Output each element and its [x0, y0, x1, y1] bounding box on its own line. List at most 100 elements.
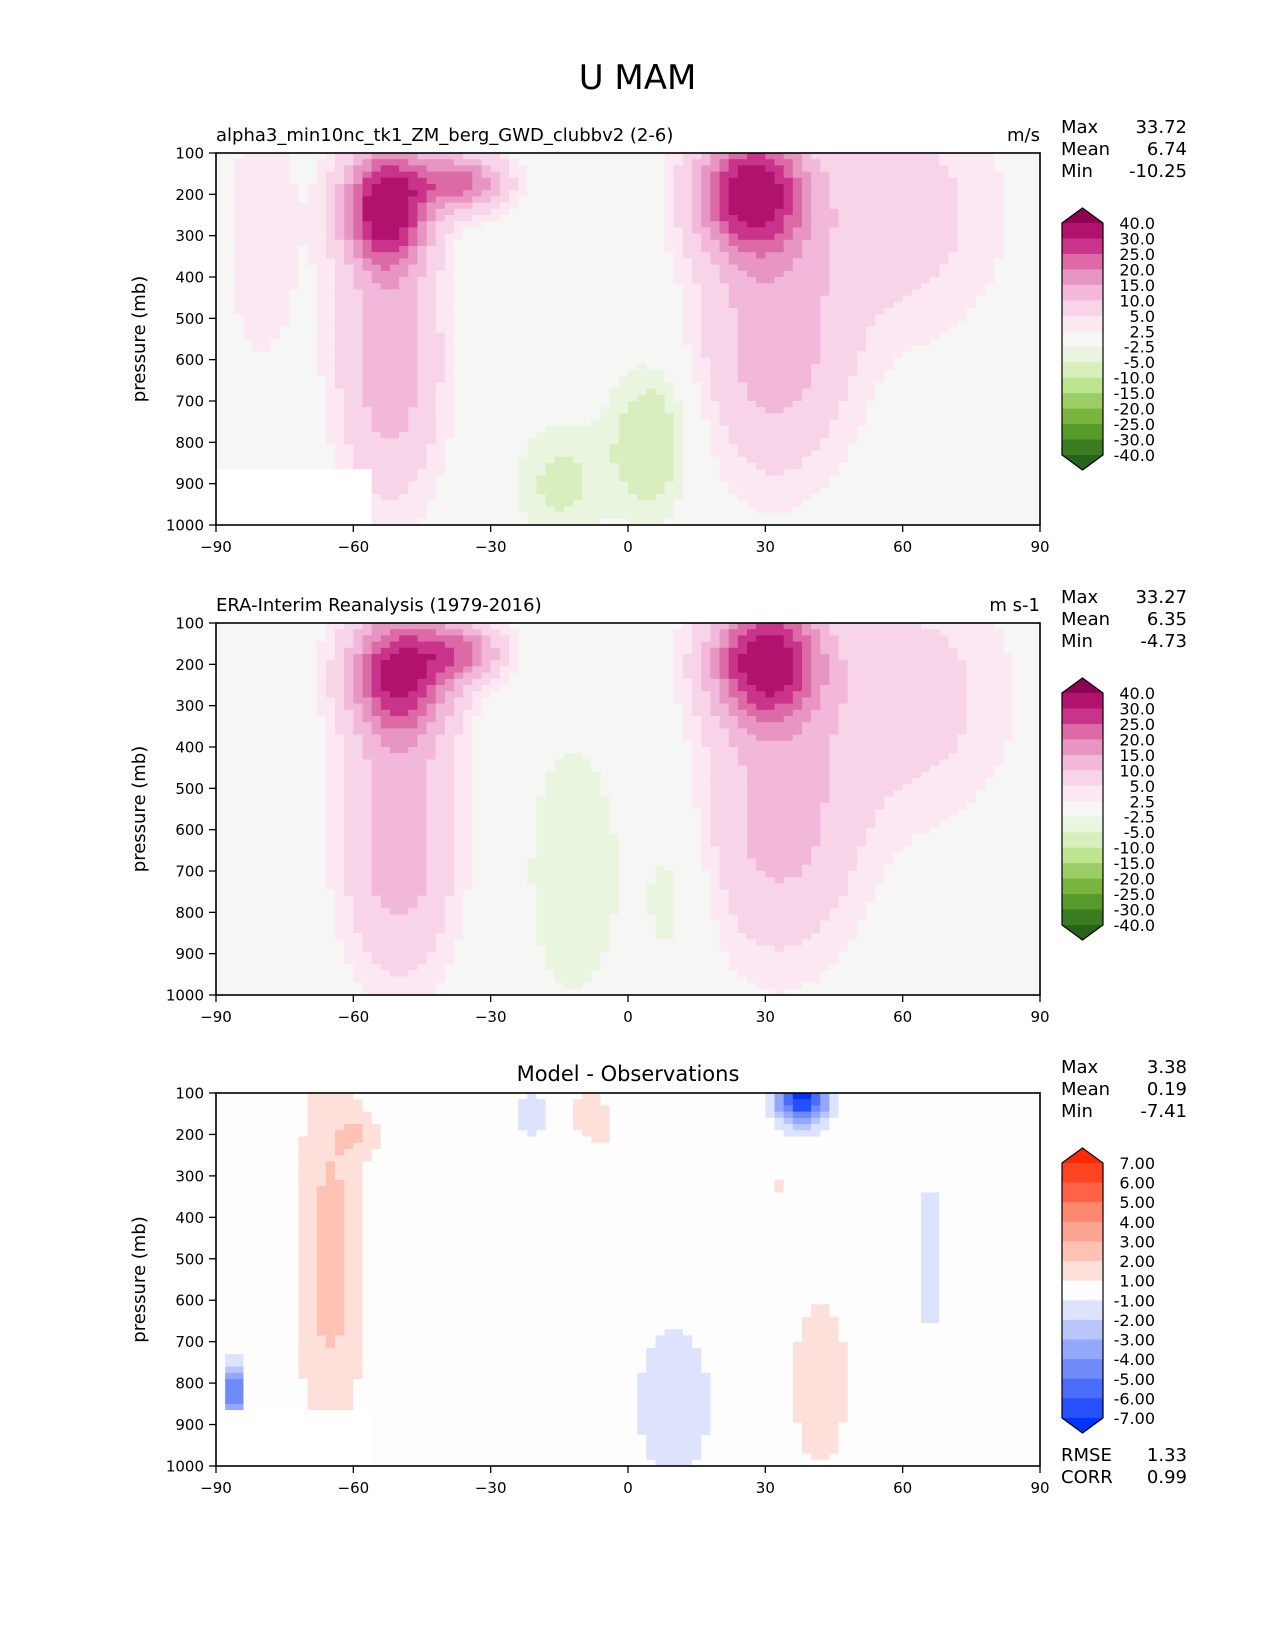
contour-cell — [975, 419, 986, 427]
contour-cell — [472, 376, 483, 383]
contour-cell — [1012, 295, 1023, 303]
contour-cell — [637, 184, 647, 191]
contour-cell — [985, 171, 995, 179]
contour-cell — [1003, 407, 1014, 414]
contour-cell — [618, 184, 629, 191]
contour-cell — [682, 258, 693, 266]
contour-cell — [792, 376, 803, 383]
contour-cell — [353, 190, 364, 197]
contour-cell — [664, 425, 675, 433]
contour-cell — [444, 432, 455, 439]
contour-cell — [856, 469, 867, 476]
contour-cell — [765, 320, 776, 328]
contour-cell — [692, 425, 702, 433]
contour-cell — [463, 407, 473, 414]
contour-cell — [774, 419, 785, 427]
contour-cell — [783, 258, 794, 266]
contour-cell — [682, 345, 693, 352]
contour-cell — [618, 221, 629, 228]
contour-cell — [884, 370, 895, 377]
contour-cell — [939, 413, 950, 421]
contour-cell — [747, 394, 757, 402]
contour-cell — [325, 363, 336, 371]
contour-cell — [719, 159, 730, 166]
contour-cell — [490, 475, 501, 483]
contour-cell — [380, 357, 391, 365]
contour-cell — [930, 444, 940, 452]
contour-cell — [600, 407, 611, 414]
contour-cell — [774, 339, 785, 346]
contour-cell — [554, 289, 565, 297]
contour-cell — [280, 202, 290, 210]
contour-cell — [417, 450, 428, 458]
contour-cell — [1012, 252, 1023, 259]
contour-cell — [728, 469, 739, 476]
contour-cell — [792, 208, 803, 216]
contour-cell — [573, 475, 583, 483]
contour-cell — [536, 345, 547, 352]
contour-cell — [261, 215, 272, 222]
contour-cell — [225, 283, 235, 290]
contour-cell — [948, 394, 959, 402]
contour-cell — [628, 239, 638, 247]
contour-cell — [545, 419, 556, 427]
contour-cell — [673, 196, 684, 204]
contour-cell — [628, 394, 638, 402]
contour-cell — [344, 196, 354, 204]
contour-cell — [463, 190, 473, 197]
contour-cell — [609, 475, 620, 483]
contour-cell — [243, 469, 254, 476]
contour-cell — [847, 159, 858, 166]
contour-cell — [692, 463, 702, 470]
contour-cell — [673, 171, 684, 179]
contour-cell — [811, 227, 821, 235]
contour-cell — [243, 165, 254, 173]
contour-cell — [673, 450, 684, 458]
contour-cell — [820, 394, 831, 402]
contour-cell — [380, 320, 391, 328]
contour-cell — [490, 190, 501, 197]
contour-cell — [417, 326, 428, 334]
contour-cell — [737, 370, 748, 377]
contour-cell — [985, 277, 995, 284]
contour-cell — [875, 202, 885, 210]
contour-cell — [701, 469, 711, 476]
contour-cell — [444, 401, 455, 408]
contour-cell — [289, 289, 299, 297]
contour-cell — [280, 351, 290, 359]
contour-cell — [472, 277, 483, 284]
contour-cell — [289, 283, 299, 290]
contour-cell — [463, 432, 473, 439]
contour-cell — [280, 370, 290, 377]
contour-cell — [573, 295, 583, 303]
contour-cell — [472, 388, 483, 396]
contour-cell — [966, 277, 977, 284]
contour-cell — [884, 339, 895, 346]
contour-cell — [536, 233, 547, 241]
contour-cell — [637, 171, 647, 179]
contour-cell — [930, 295, 940, 303]
contour-cell — [426, 481, 437, 489]
contour-cell — [710, 159, 721, 166]
contour-cell — [380, 413, 391, 421]
contour-cell — [591, 221, 602, 228]
contour-cell — [252, 469, 263, 476]
contour-cell — [866, 308, 876, 315]
contour-cell — [252, 301, 263, 309]
contour-cell — [591, 419, 602, 427]
contour-cell — [444, 388, 455, 396]
contour-cell — [838, 419, 849, 427]
contour-cell — [792, 283, 803, 290]
contour-cell — [701, 481, 711, 489]
contour-cell — [920, 450, 931, 458]
contour-cell — [371, 413, 382, 421]
contour-cell — [920, 363, 931, 371]
contour-cell — [939, 326, 950, 334]
contour-cell — [573, 419, 583, 427]
contour-cell — [829, 438, 840, 445]
contour-cell — [847, 208, 858, 216]
contour-cell — [426, 487, 437, 495]
contour-cell — [847, 320, 858, 328]
contour-cell — [911, 270, 922, 278]
contour-cell — [353, 407, 364, 414]
